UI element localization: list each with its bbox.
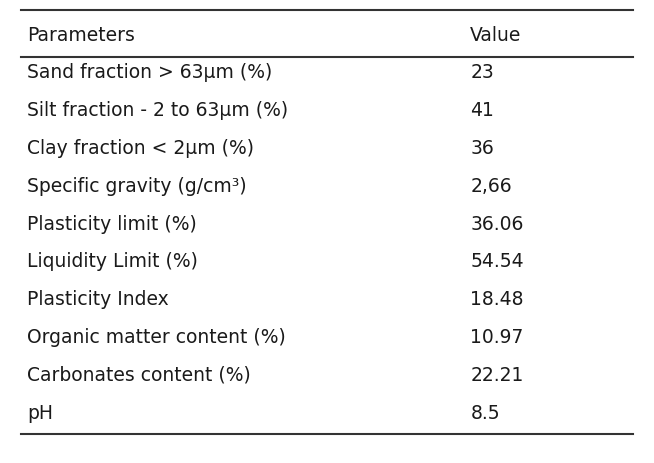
Text: 36.06: 36.06: [470, 214, 524, 233]
Text: Carbonates content (%): Carbonates content (%): [27, 365, 251, 384]
Text: 36: 36: [470, 139, 494, 158]
Text: Parameters: Parameters: [27, 26, 135, 45]
Text: 22.21: 22.21: [470, 365, 524, 384]
Text: Value: Value: [470, 26, 522, 45]
Text: Sand fraction > 63μm (%): Sand fraction > 63μm (%): [27, 63, 273, 82]
Text: 10.97: 10.97: [470, 327, 524, 346]
Text: 54.54: 54.54: [470, 252, 524, 271]
Text: 41: 41: [470, 101, 494, 120]
Text: 8.5: 8.5: [470, 403, 500, 422]
Text: Liquidity Limit (%): Liquidity Limit (%): [27, 252, 198, 271]
Text: Plasticity limit (%): Plasticity limit (%): [27, 214, 198, 233]
Text: Specific gravity (g/cm³): Specific gravity (g/cm³): [27, 176, 247, 195]
Text: pH: pH: [27, 403, 54, 422]
Text: 18.48: 18.48: [470, 290, 524, 309]
Text: Plasticity Index: Plasticity Index: [27, 290, 169, 309]
Text: 23: 23: [470, 63, 494, 82]
Text: Silt fraction - 2 to 63μm (%): Silt fraction - 2 to 63μm (%): [27, 101, 288, 120]
Text: Clay fraction < 2μm (%): Clay fraction < 2μm (%): [27, 139, 254, 158]
Text: 2,66: 2,66: [470, 176, 512, 195]
Text: Organic matter content (%): Organic matter content (%): [27, 327, 286, 346]
